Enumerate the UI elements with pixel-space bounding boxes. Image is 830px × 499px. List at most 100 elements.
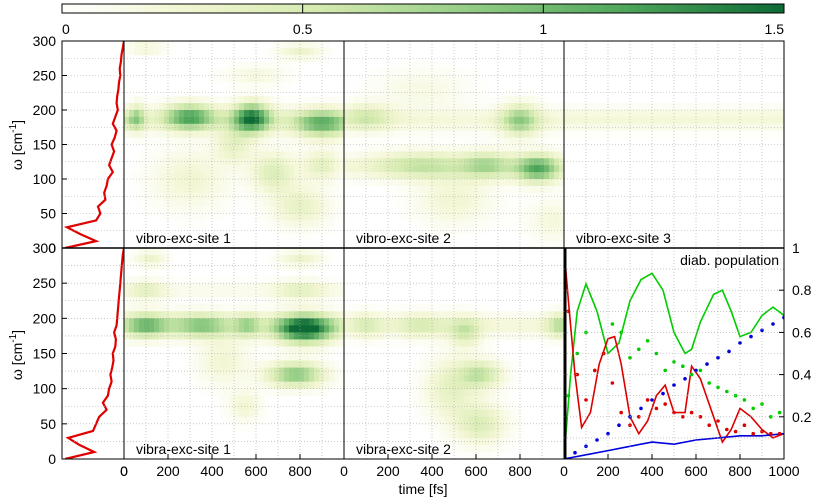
heatmap-cell [214, 213, 220, 221]
heatmap-cell [474, 110, 480, 118]
heatmap-cell [424, 144, 430, 152]
population-point [725, 389, 729, 394]
heatmap-cell [284, 374, 290, 383]
heatmap-cell [284, 353, 290, 362]
heatmap-cell [369, 172, 375, 180]
heatmap-cell [284, 381, 290, 390]
heatmap-cell [464, 206, 470, 215]
heatmap-cell [304, 290, 310, 298]
heatmap-cell [404, 304, 410, 312]
heatmap-cell [194, 220, 200, 228]
heatmap-cell [434, 402, 440, 411]
time-tick-label: 1000 [768, 463, 799, 479]
heatmap-cell [529, 89, 535, 97]
heatmap-cell [444, 137, 450, 146]
heatmap-cell [409, 367, 415, 376]
heatmap-cell [534, 137, 540, 146]
heatmap-cell [544, 172, 550, 180]
heatmap-cell [444, 430, 450, 439]
heatmap-cell [229, 332, 235, 341]
heatmap-cell [674, 123, 680, 132]
heatmap-cell [234, 137, 240, 146]
population-point [742, 398, 747, 402]
heatmap-cell [409, 96, 415, 104]
heatmap-cell [329, 179, 335, 187]
heatmap-cell [299, 234, 305, 242]
heatmap-cell [389, 339, 395, 348]
heatmap-cell [204, 123, 210, 132]
heatmap-cell [334, 172, 340, 180]
heatmap-cell [524, 199, 530, 208]
heatmap-cell [289, 192, 295, 201]
heatmap-cell [414, 137, 420, 146]
heatmap-cell [524, 123, 530, 132]
heatmap-cell [434, 220, 440, 228]
heatmap-cell [669, 110, 675, 118]
heatmap-cell [459, 206, 465, 215]
heatmap-cell [194, 110, 200, 118]
heatmap-cell [444, 388, 450, 397]
heatmap-cell [424, 325, 430, 333]
heatmap-cell [764, 130, 770, 139]
heatmap-cell [589, 130, 595, 139]
heatmap-cell [124, 318, 130, 326]
heatmap-cell [169, 172, 175, 180]
heatmap-cell [394, 82, 400, 90]
heatmap-cell [344, 96, 350, 104]
heatmap-cell [274, 68, 280, 77]
heatmap-cell [379, 110, 385, 118]
heatmap-cell [509, 185, 515, 194]
heatmap-cell [204, 151, 210, 159]
heatmap-cell [529, 318, 535, 326]
heatmap-cell [779, 116, 784, 125]
heatmap-cell [249, 151, 255, 159]
heatmap-cell [299, 47, 305, 56]
heatmap-cell [169, 311, 175, 319]
heatmap-cell [129, 179, 135, 187]
heatmap-cell [544, 116, 550, 125]
heatmap-cell [164, 199, 170, 208]
heatmap-cell [144, 179, 150, 187]
heatmap-cell [149, 318, 155, 326]
heatmap-cell [229, 110, 235, 118]
heatmap-cell [414, 130, 420, 139]
heatmap-cell [499, 332, 505, 341]
heatmap-cell [124, 311, 130, 319]
heatmap-cell [244, 360, 250, 369]
heatmap-cell [514, 423, 520, 432]
heatmap-cell [159, 255, 165, 263]
heatmap-cell [304, 227, 310, 235]
heatmap-cell [199, 206, 205, 215]
heatmap-cell [259, 75, 265, 83]
heatmap-cell [154, 137, 160, 146]
heatmap-cell [159, 262, 165, 270]
heatmap-cell [499, 130, 505, 139]
heatmap-cell [439, 388, 445, 397]
heatmap-cell [174, 165, 180, 173]
heatmap-cell [274, 75, 280, 83]
heatmap-cell [394, 192, 400, 201]
heatmap-cell [339, 346, 344, 355]
heatmap-cell [299, 374, 305, 383]
heatmap-cell [484, 220, 490, 228]
heatmap-cell [724, 116, 730, 125]
heatmap-cell [409, 151, 415, 159]
heatmap-cell [179, 110, 185, 118]
heatmap-cell [164, 311, 170, 319]
heatmap-cell [464, 172, 470, 180]
heatmap-cell [274, 192, 280, 201]
heatmap-cell [499, 430, 505, 439]
heatmap-cell [169, 116, 175, 125]
heatmap-cell [509, 144, 515, 152]
omega-tick-label: 100 [33, 171, 57, 187]
heatmap-cell [274, 179, 280, 187]
heatmap-cell [504, 165, 510, 173]
heatmap-cell [394, 61, 400, 70]
heatmap-cell [149, 116, 155, 125]
heatmap-cell [124, 325, 130, 333]
heatmap-cell [229, 130, 235, 139]
heatmap-cell [304, 374, 310, 383]
heatmap-cell [269, 185, 275, 194]
heatmap-cell [179, 165, 185, 173]
heatmap-cell [514, 409, 520, 418]
